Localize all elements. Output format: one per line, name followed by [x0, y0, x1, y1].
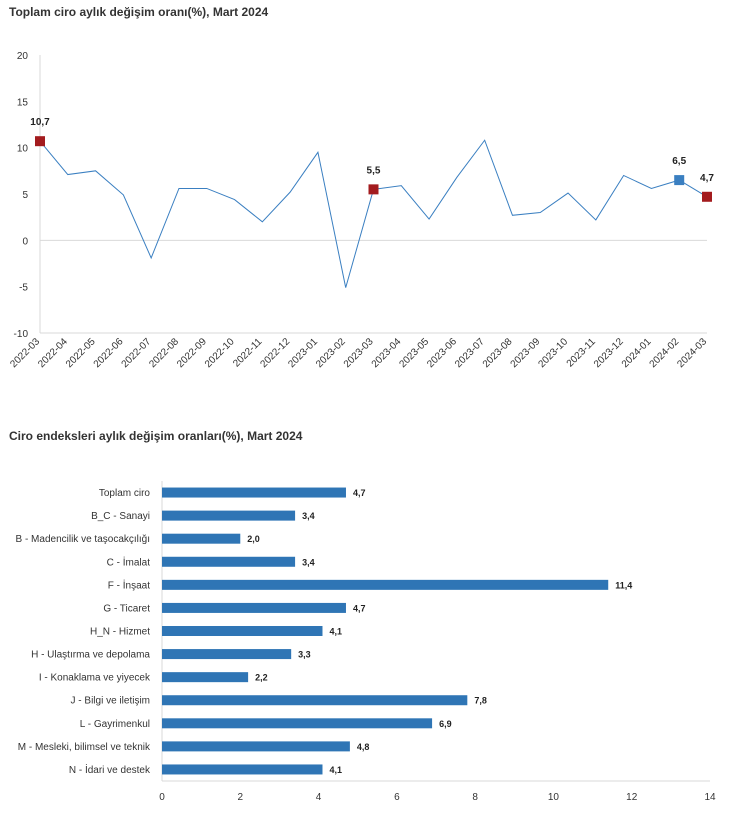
bar — [162, 510, 296, 521]
category-label: C - İmalat — [107, 555, 151, 568]
x-tick-label: 8 — [472, 792, 478, 803]
x-tick-label: 2023-10 — [536, 336, 570, 370]
data-label: 4,7 — [700, 173, 714, 184]
y-tick-label: 5 — [22, 190, 28, 201]
bar-value-label: 2,0 — [247, 534, 260, 544]
x-tick-label: 14 — [704, 792, 716, 803]
bar-value-label: 3,4 — [302, 557, 315, 567]
y-tick-label: 0 — [22, 236, 28, 247]
bar — [162, 487, 346, 498]
category-label: H - Ulaştırma ve depolama — [31, 650, 150, 661]
x-tick-label: 2022-05 — [64, 336, 98, 370]
bar — [162, 602, 346, 613]
data-label: 5,5 — [367, 165, 381, 176]
category-label: L - Gayrimenkul — [80, 719, 150, 730]
x-tick-label: 2023-04 — [370, 336, 404, 370]
x-tick-label: 2023-01 — [286, 336, 320, 370]
bar — [162, 718, 433, 729]
x-tick-label: 2022-10 — [203, 336, 237, 370]
category-label: B_C - Sanayi — [91, 511, 150, 522]
bar-value-label: 2,2 — [255, 673, 268, 683]
x-tick-label: 2022-06 — [92, 336, 126, 370]
x-tick-label: 2023-03 — [342, 336, 376, 370]
bar-value-label: 11,4 — [615, 580, 632, 590]
line-chart-title: Toplam ciro aylık değişim oranı(%), Mart… — [9, 5, 269, 19]
y-tick-label: 10 — [17, 144, 29, 155]
y-tick-label: -10 — [14, 329, 29, 340]
x-tick-label: 0 — [159, 792, 165, 803]
bar-value-label: 4,1 — [329, 765, 342, 775]
x-tick-label: 2024-03 — [675, 336, 709, 370]
bar-value-label: 4,8 — [357, 742, 370, 752]
category-label: H_N - Hizmet — [90, 627, 150, 638]
bar — [162, 579, 609, 590]
y-tick-label: -5 — [19, 283, 28, 294]
x-tick-label: 2022-03 — [8, 336, 42, 370]
bar-value-label: 3,4 — [302, 511, 315, 521]
bar — [162, 741, 350, 752]
x-tick-label: 2023-02 — [314, 336, 348, 370]
category-label: I - Konaklama ve yiyecek — [39, 673, 151, 684]
category-label: G - Ticaret — [103, 603, 150, 614]
bar — [162, 626, 323, 636]
bar-value-label: 4,1 — [329, 627, 342, 637]
y-tick-label: 20 — [17, 51, 29, 62]
x-tick-label: 10 — [548, 792, 560, 803]
category-label: B - Madencilik ve taşocakçılığı — [16, 534, 151, 545]
data-point-marker — [368, 184, 379, 195]
data-point-marker — [674, 175, 685, 186]
x-tick-label: 2023-09 — [509, 336, 543, 370]
data-label: 6,5 — [672, 156, 686, 167]
x-tick-label: 2023-06 — [425, 336, 459, 370]
bar-value-label: 3,3 — [298, 650, 311, 660]
x-tick-label: 2023-05 — [397, 336, 431, 370]
bar-value-label: 7,8 — [474, 696, 487, 706]
bar — [162, 533, 241, 544]
data-point-marker — [35, 136, 45, 147]
bar — [162, 556, 296, 567]
x-tick-label: 2023-07 — [453, 336, 487, 370]
bar-chart-title: Ciro endeksleri aylık değişim oranları(%… — [9, 429, 303, 443]
category-label: J - Bilgi ve iletişim — [71, 696, 150, 707]
x-tick-label: 2022-12 — [259, 336, 293, 370]
bar-value-label: 4,7 — [353, 603, 366, 613]
bar — [162, 695, 468, 706]
line-chart: 20151050-5-102022-032022-042022-052022-0… — [8, 51, 714, 370]
data-label: 10,7 — [30, 117, 50, 128]
category-label: M - Mesleki, bilimsel ve teknik — [18, 742, 151, 753]
x-tick-label: 6 — [394, 792, 400, 803]
x-tick-label: 2023-12 — [592, 336, 626, 370]
x-tick-label: 2023-08 — [481, 336, 515, 370]
series-line — [39, 139, 708, 288]
data-point-marker — [702, 191, 712, 202]
x-tick-label: 4 — [316, 792, 322, 803]
x-tick-label: 2 — [238, 792, 244, 803]
category-label: F - İnşaat — [108, 578, 150, 591]
category-label: N - İdari ve destek — [69, 763, 151, 776]
x-tick-label: 2022-07 — [120, 336, 154, 370]
x-tick-label: 2022-09 — [175, 336, 209, 370]
bar-value-label: 4,7 — [353, 488, 366, 498]
x-tick-label: 2024-01 — [620, 336, 654, 370]
x-tick-label: 2022-08 — [147, 336, 181, 370]
bar — [162, 764, 323, 775]
bar-value-label: 6,9 — [439, 719, 452, 729]
x-tick-label: 12 — [626, 792, 638, 803]
bar — [162, 672, 249, 683]
x-tick-label: 2024-02 — [648, 336, 682, 370]
x-tick-label: 2022-04 — [36, 336, 70, 370]
y-tick-label: 15 — [17, 97, 29, 108]
category-label: Toplam ciro — [99, 488, 151, 499]
bar — [162, 649, 292, 660]
